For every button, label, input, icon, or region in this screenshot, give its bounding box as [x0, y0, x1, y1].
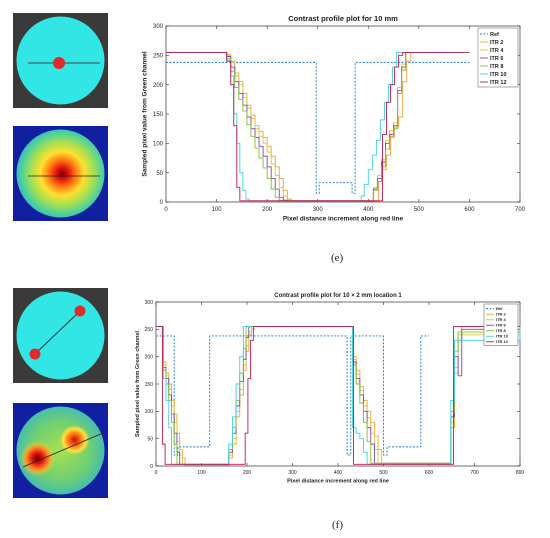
legend-box	[483, 303, 519, 346]
x-tick-label: 0	[155, 470, 158, 476]
x-tick-label: 400	[363, 207, 374, 213]
x-tick-label: 100	[212, 207, 223, 213]
chart-panel-e: Contrast profile plot for 10 mm 0 100 200 30…	[134, 10, 534, 237]
y-tick-label: 300	[145, 300, 154, 306]
y-tick-label: 150	[145, 382, 154, 388]
panel-label-f: (f)	[332, 519, 343, 531]
chart-panel-f: Contrast profile plot for 10 × 2 mm loca…	[134, 290, 534, 495]
legend-label: ITR 12	[496, 339, 509, 344]
y-tick-label: 0	[160, 200, 164, 206]
phantom-image-10mm	[13, 13, 108, 108]
legend-label: ITR 12	[490, 80, 507, 86]
contrast-profile-chart-10mm: Contrast profile plot for 10 mm 0 100 200 30…	[141, 14, 526, 223]
lesion-marker-2	[74, 305, 86, 317]
series-line-itr-8	[166, 51, 470, 202]
x-tick-label: 100	[197, 470, 206, 476]
x-tick-label: 0	[164, 207, 168, 213]
lesion-marker	[53, 57, 65, 69]
legend-label: ITR 8	[490, 64, 503, 70]
legend-label: ITR 8	[496, 328, 507, 333]
chart-title: Contrast profile plot for 10 mm	[288, 14, 398, 23]
y-tick-label: 250	[153, 53, 164, 59]
y-tick-label: 250	[145, 327, 154, 333]
x-axis-label: Pixel distance increment along red line	[287, 479, 389, 485]
panel-label-e: (e)	[331, 252, 344, 264]
reconstruction-heatmap-10mm	[13, 126, 108, 221]
x-tick-label: 600	[464, 207, 475, 213]
legend-label: ITR 6	[490, 56, 503, 62]
lesion-marker-1	[29, 348, 41, 360]
legend-label: Ref	[496, 306, 503, 311]
x-tick-label: 200	[243, 470, 252, 476]
x-tick-label: 500	[414, 207, 425, 213]
y-tick-label: 200	[145, 354, 154, 360]
x-tick-label: 800	[516, 470, 525, 476]
legend-label: ITR 6	[496, 323, 507, 328]
y-tick-label: 150	[153, 112, 164, 118]
series-line-itr-12	[156, 326, 520, 465]
phantom-image-10x2mm	[13, 288, 108, 383]
x-tick-label: 300	[288, 470, 297, 476]
x-tick-label: 600	[425, 470, 434, 476]
reconstruction-heatmap-10x2mm	[13, 403, 108, 498]
y-tick-label: 100	[145, 409, 154, 415]
legend-label: ITR 2	[496, 312, 507, 317]
x-tick-label: 700	[470, 470, 479, 476]
x-tick-label: 400	[334, 470, 343, 476]
legend-label: ITR 4	[496, 317, 507, 322]
series-line-itr-2	[166, 51, 470, 202]
contrast-profile-chart-10x2mm: Contrast profile plot for 10 × 2 mm loca…	[135, 293, 525, 485]
hotspot-2	[16, 406, 105, 495]
x-tick-label: 300	[313, 207, 324, 213]
y-axis-label: Sampled pixel value from Green channel	[135, 331, 141, 438]
x-tick-label: 500	[379, 470, 388, 476]
legend-label: ITR 10	[496, 334, 509, 339]
y-axis-label: Sampled pixel value from Green channel	[141, 51, 148, 177]
y-tick-label: 100	[153, 141, 164, 147]
legend-label: ITR 10	[490, 72, 507, 78]
chart-title: Contrast profile plot for 10 × 2 mm loca…	[274, 293, 402, 299]
y-tick-label: 200	[153, 83, 164, 89]
legend-label: Ref	[490, 32, 499, 38]
series-line-itr-4	[166, 51, 470, 202]
profile-line	[34, 310, 81, 355]
y-tick-label: 50	[156, 171, 163, 177]
series-line-itr-12	[166, 51, 470, 202]
phantom-disc	[16, 291, 105, 380]
legend-label: ITR 4	[490, 48, 504, 54]
y-tick-label: 300	[153, 24, 164, 30]
y-tick-label: 0	[150, 464, 153, 470]
legend-label: ITR 2	[490, 40, 503, 46]
x-axis-label: Pixel distance increment along red line	[283, 216, 404, 223]
y-tick-label: 50	[147, 436, 153, 442]
x-tick-label: 700	[515, 207, 526, 213]
series-line-ref	[166, 61, 470, 194]
heatmap-disc	[16, 129, 105, 218]
plot-area	[155, 301, 521, 467]
plot-area	[165, 25, 521, 203]
profile-line	[22, 432, 104, 468]
x-tick-label: 200	[262, 207, 273, 213]
legend-box	[477, 27, 519, 88]
